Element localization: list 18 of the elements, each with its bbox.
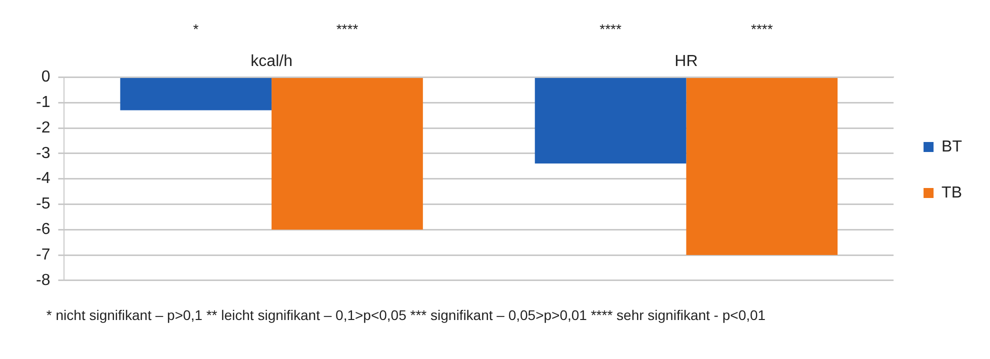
y-tick-label: -5 <box>36 196 50 213</box>
y-tick-label: -6 <box>36 221 50 238</box>
text: * <box>193 20 200 37</box>
y-tick-label: -3 <box>36 144 50 162</box>
x-tick-label: kcal/h <box>250 53 292 70</box>
text: **** <box>336 20 359 37</box>
text: **** <box>600 20 622 37</box>
legend-label: TB <box>942 184 962 202</box>
y-tick-label: -1 <box>36 94 50 112</box>
y-tick-label: 0 <box>41 68 50 86</box>
text: * nicht signifikant – p>0,1 ** leicht signifikant – 0,1>p<0,05 *** signifikant – 0,05>p>0,01 **** sehr signifikant - p<0,01 <box>45 306 767 324</box>
y-tick-label: -2 <box>36 119 50 136</box>
legend-label: BT <box>942 138 962 156</box>
text: **** <box>751 20 774 37</box>
y-tick-label: -8 <box>36 272 50 289</box>
x-tick-label: HR <box>674 53 698 70</box>
y-tick-label: -7 <box>36 246 50 264</box>
y-tick-label: -4 <box>36 170 50 188</box>
